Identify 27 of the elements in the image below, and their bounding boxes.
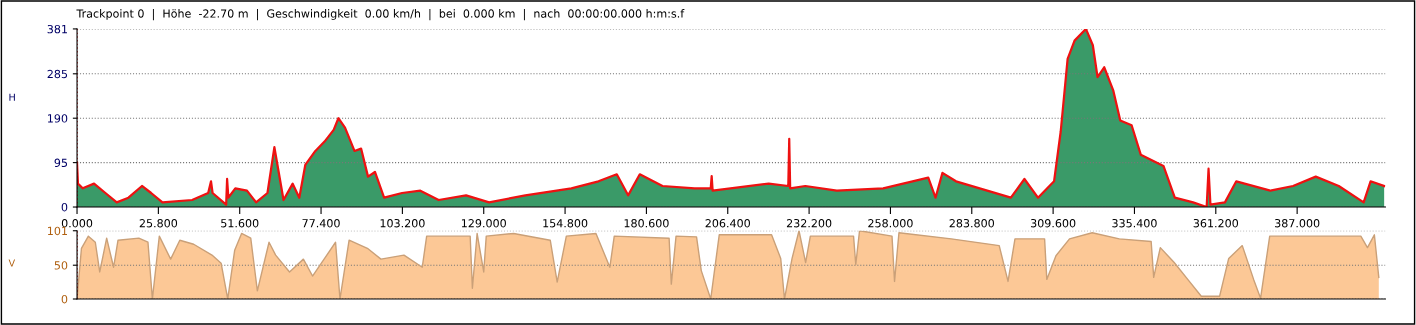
y-tick-label: 381 (47, 24, 67, 34)
y-tick-label: 0 (61, 203, 68, 212)
x-tick-label: 25.800 (139, 219, 178, 228)
y-tick-label: 50 (54, 261, 68, 270)
y-axis-title: H (9, 93, 15, 101)
x-tick-label: 180.600 (624, 219, 669, 228)
x-tick-label: 154.800 (543, 219, 588, 228)
y-tick-label: 101 (48, 226, 67, 236)
x-tick-label: 206.400 (705, 219, 750, 228)
x-tick-label: 0.000 (61, 219, 93, 228)
y-tick-label: 285 (47, 69, 68, 79)
x-tick-label: 361.200 (1193, 219, 1239, 228)
x-tick-label: 232.200 (786, 219, 832, 228)
x-tick-label: 51.600 (221, 219, 259, 228)
x-tick-label: 129.000 (461, 219, 506, 228)
x-tick-label: 77.400 (302, 219, 340, 228)
x-tick-label: 335.400 (1112, 219, 1157, 228)
x-tick-label: 258.000 (868, 219, 913, 228)
y-axis-title: V (8, 259, 16, 267)
y-tick-label: 95 (54, 158, 68, 167)
y-tick-label: 0 (61, 294, 68, 304)
x-tick-label: 309.600 (1030, 219, 1076, 228)
x-tick-label: 283.800 (949, 219, 995, 228)
y-tick-label: 190 (48, 114, 68, 123)
x-tick-label: 387.000 (1275, 219, 1320, 228)
x-tick-label: 103.200 (380, 219, 425, 228)
text: Trackpoint 0 | Höhe -22.70 m | Geschwindigkeit 0.00 km/h | bei 0.000 km | nach 00:00:00.000 h:m:s.f (76, 9, 685, 21)
